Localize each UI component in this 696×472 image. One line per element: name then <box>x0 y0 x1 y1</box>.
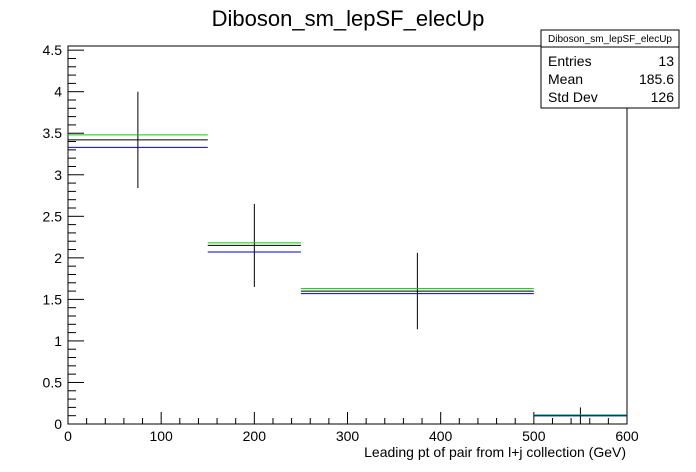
y-tick-label: 4 <box>54 84 62 100</box>
y-tick-label: 2 <box>54 250 62 266</box>
stats-box: Diboson_sm_lepSF_elecUp Entries 13 Mean … <box>540 29 680 109</box>
y-tick-label: 1.5 <box>43 291 63 307</box>
chart-title: Diboson_sm_lepSF_elecUp <box>212 6 485 31</box>
y-tick-label: 3.5 <box>43 125 63 141</box>
stats-mean-label: Mean <box>548 71 583 87</box>
stats-title: Diboson_sm_lepSF_elecUp <box>548 34 672 45</box>
x-tick-label: 600 <box>615 428 639 444</box>
stats-stddev-label: Std Dev <box>548 89 598 105</box>
x-tick-label: 300 <box>336 428 360 444</box>
x-tick-label: 0 <box>64 428 72 444</box>
x-axis-label: Leading pt of pair from l+j collection (… <box>364 444 626 460</box>
x-tick-label: 100 <box>149 428 173 444</box>
y-tick-label: 2.5 <box>43 208 63 224</box>
y-tick-label: 0 <box>54 416 62 432</box>
stats-entries-label: Entries <box>548 53 592 69</box>
stats-entries-value: 13 <box>658 53 674 69</box>
y-tick-label: 4.5 <box>43 42 63 58</box>
y-tick-label: 1 <box>54 333 62 349</box>
x-tick-label: 200 <box>243 428 267 444</box>
y-tick-label: 0.5 <box>43 374 63 390</box>
stats-stddev-value: 126 <box>651 89 675 105</box>
x-tick-label: 400 <box>429 428 453 444</box>
stats-box-frame <box>540 29 680 109</box>
y-tick-label: 3 <box>54 167 62 183</box>
stats-mean-value: 185.6 <box>639 71 674 87</box>
x-tick-label: 500 <box>522 428 546 444</box>
